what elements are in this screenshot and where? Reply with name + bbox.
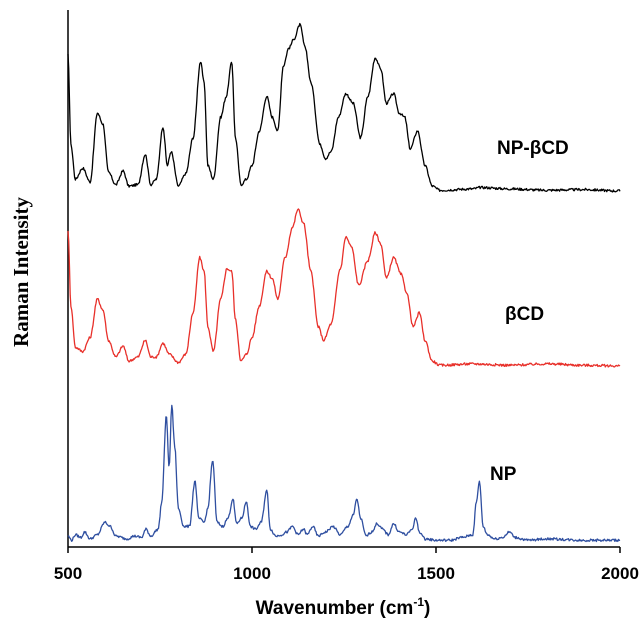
- x-tick-label: 1500: [417, 564, 455, 583]
- x-axis-title: Wavenumber (cm-1): [256, 595, 431, 619]
- x-tick-label: 2000: [601, 564, 639, 583]
- series-line-np-bcd: [67, 22, 621, 193]
- x-tick-label: 1000: [233, 564, 271, 583]
- series-layer: [67, 22, 621, 543]
- y-axis-title: Raman Intensity: [9, 197, 33, 347]
- series-label-np-bcd: NP-βCD: [497, 138, 569, 159]
- series-label-bcd: βCD: [505, 304, 544, 325]
- series-label-np: NP: [490, 464, 517, 485]
- x-ticks: 500 1000 1500 2000: [54, 547, 639, 583]
- series-line-np: [67, 404, 621, 543]
- series-line-bcd: [67, 208, 621, 368]
- x-tick-label: 500: [54, 564, 82, 583]
